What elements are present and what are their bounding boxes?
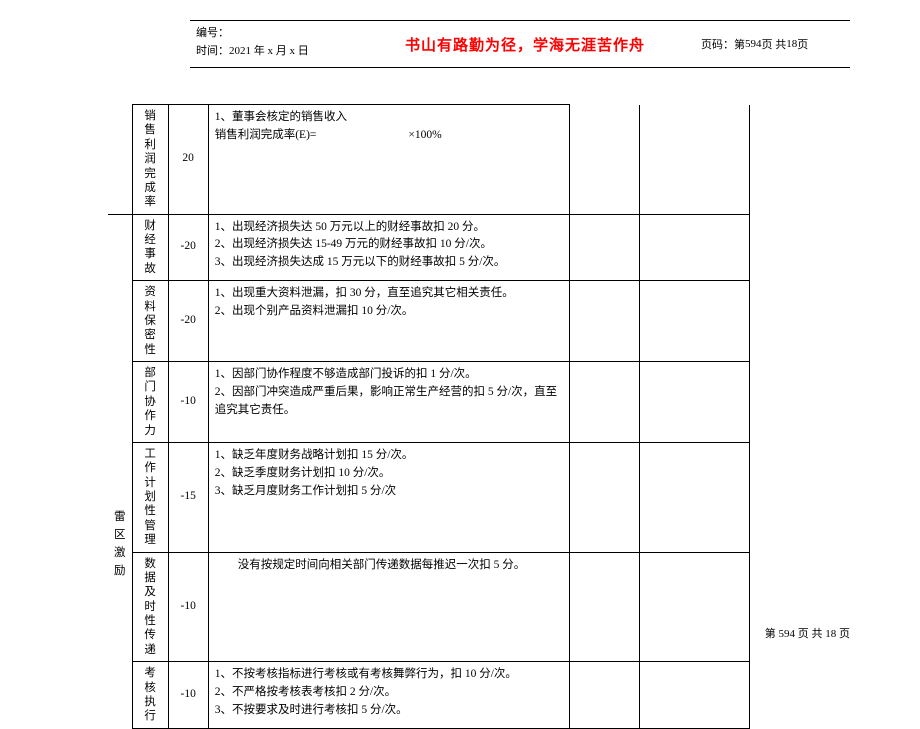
table-row: 考核执行 -10 1、不按考核指标进行考核或有考核舞弊行为，扣 10 分/次。 …	[108, 662, 750, 729]
section-cell-blank	[108, 214, 132, 281]
doc-header: 编号： 时间：2021 年 x 月 x 日 书山有路勤为径，学海无涯苦作舟 页码…	[190, 20, 850, 68]
header-motto: 书山有路勤为径，学海无涯苦作舟	[355, 21, 695, 67]
section-cell-blank	[108, 105, 132, 215]
section-label: 雷区激励	[108, 362, 132, 729]
header-left-block: 编号： 时间：2021 年 x 月 x 日	[190, 21, 355, 67]
blank-cell	[639, 662, 749, 729]
metric-desc: 没有按规定时间向相关部门传递数据每推迟一次扣 5 分。	[208, 552, 569, 662]
metric-desc: 1、因部门协作程度不够造成部门投诉的扣 1 分/次。 2、因部门冲突造成严重后果…	[208, 362, 569, 443]
metric-score: -15	[168, 442, 208, 552]
metric-score: -10	[168, 662, 208, 729]
blank-cell	[639, 281, 749, 362]
section-cell-blank	[108, 281, 132, 362]
metric-name: 工作计划性管理	[132, 442, 168, 552]
metric-name: 销售利润完成率	[132, 105, 168, 215]
metric-score: -20	[168, 214, 208, 281]
metric-desc: 1、缺乏年度财务战略计划扣 15 分/次。 2、缺乏季度财务计划扣 10 分/次…	[208, 442, 569, 552]
blank-cell	[639, 105, 749, 215]
blank-cell	[639, 214, 749, 281]
metric-name: 资料保密性	[132, 281, 168, 362]
blank-cell	[569, 105, 639, 215]
blank-cell	[639, 552, 749, 662]
metric-score: -20	[168, 281, 208, 362]
blank-cell	[569, 662, 639, 729]
serial-line: 编号：	[196, 25, 349, 43]
table-row: 数据及时性传递 -10 没有按规定时间向相关部门传递数据每推迟一次扣 5 分。	[108, 552, 750, 662]
table-row: 销售利润完成率 20 1、董事会核定的销售收入 销售利润完成率(E)= ×100…	[108, 105, 750, 215]
metric-score: -10	[168, 362, 208, 443]
time-line: 时间：2021 年 x 月 x 日	[196, 43, 349, 61]
blank-cell	[569, 362, 639, 443]
blank-cell	[569, 442, 639, 552]
metric-desc: 1、出现重大资料泄漏，扣 30 分，直至追究其它相关责任。 2、出现个别产品资料…	[208, 281, 569, 362]
metric-desc: 1、出现经济损失达 50 万元以上的财经事故扣 20 分。 2、出现经济损失达 …	[208, 214, 569, 281]
metric-name: 数据及时性传递	[132, 552, 168, 662]
metric-name: 财经事故	[132, 214, 168, 281]
metric-score: 20	[168, 105, 208, 215]
table-row: 工作计划性管理 -15 1、缺乏年度财务战略计划扣 15 分/次。 2、缺乏季度…	[108, 442, 750, 552]
blank-cell	[639, 362, 749, 443]
blank-cell	[569, 214, 639, 281]
footer-page-number: 第 594 页 共 18 页	[765, 625, 850, 641]
metric-name: 部门协作力	[132, 362, 168, 443]
header-page-info: 页码： 第594页 共 18页	[695, 21, 850, 67]
table-row: 财经事故 -20 1、出现经济损失达 50 万元以上的财经事故扣 20 分。 2…	[108, 214, 750, 281]
table-row: 雷区激励 部门协作力 -10 1、因部门协作程度不够造成部门投诉的扣 1 分/次…	[108, 362, 750, 443]
metric-score: -10	[168, 552, 208, 662]
metric-desc: 1、不按考核指标进行考核或有考核舞弊行为，扣 10 分/次。 2、不严格按考核表…	[208, 662, 569, 729]
blank-cell	[569, 552, 639, 662]
metric-desc: 1、董事会核定的销售收入 销售利润完成率(E)= ×100%	[208, 105, 569, 215]
blank-cell	[569, 281, 639, 362]
table-row: 资料保密性 -20 1、出现重大资料泄漏，扣 30 分，直至追究其它相关责任。 …	[108, 281, 750, 362]
metric-name: 考核执行	[132, 662, 168, 729]
blank-cell	[639, 442, 749, 552]
assessment-table: 销售利润完成率 20 1、董事会核定的销售收入 销售利润完成率(E)= ×100…	[108, 104, 750, 729]
